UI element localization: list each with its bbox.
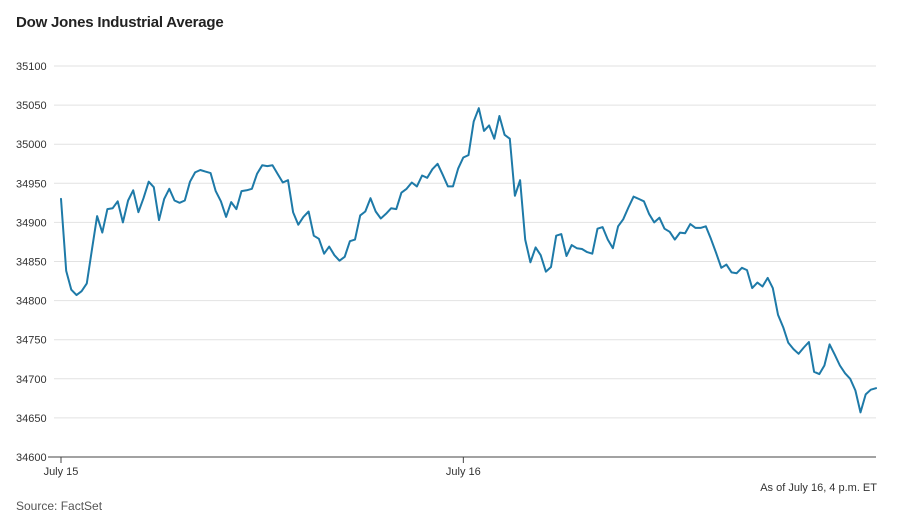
x-tick-label: July 15 [44, 466, 79, 478]
y-tick-label: 34900 [16, 217, 47, 229]
y-tick-label: 34850 [16, 257, 47, 269]
y-tick-label: 35000 [16, 139, 47, 151]
gridlines [54, 65, 876, 419]
chart-title: Dow Jones Industrial Average [16, 14, 224, 31]
series-line [60, 107, 877, 414]
source-note: Source: FactSet [16, 499, 103, 513]
y-tick-label: 34950 [16, 178, 47, 190]
y-axis-tick-labels: 34600 34650 34700 34750 34800 34850 34900 34950… [16, 61, 47, 464]
y-tick-label: 34750 [16, 335, 47, 347]
y-tick-label: 35100 [16, 61, 47, 73]
y-tick-label: 34800 [16, 296, 47, 308]
x-tick-label: July 16 [446, 466, 481, 478]
y-tick-label: 34700 [16, 374, 47, 386]
y-tick-label: 35050 [16, 100, 47, 112]
series-layer [60, 107, 877, 414]
y-tick-label: 34600 [16, 452, 47, 464]
x-axis: July 15 July 16 [44, 456, 876, 478]
timestamp-note: As of July 16, 4 p.m. ET [760, 482, 877, 494]
y-tick-label: 34650 [16, 413, 47, 425]
